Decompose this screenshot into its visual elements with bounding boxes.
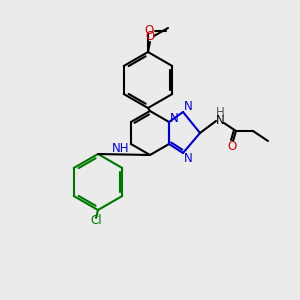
Text: N: N [184, 152, 192, 164]
Text: Cl: Cl [90, 214, 102, 226]
Text: N: N [216, 115, 224, 128]
Text: N: N [184, 100, 192, 113]
Text: O: O [144, 25, 154, 38]
Text: H: H [216, 106, 224, 118]
Text: N: N [170, 112, 178, 124]
Text: O: O [227, 140, 237, 154]
Text: NH: NH [112, 142, 130, 154]
Text: O: O [146, 31, 154, 44]
